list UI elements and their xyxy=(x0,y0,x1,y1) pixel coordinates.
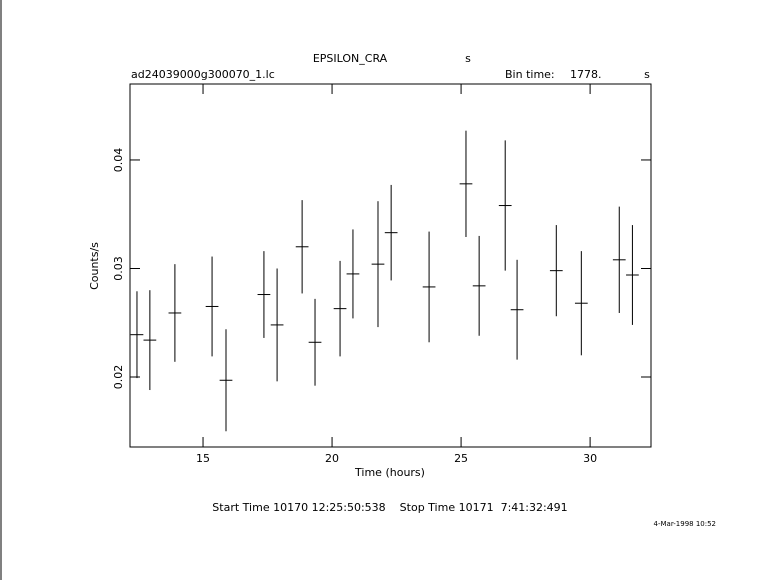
y-tick-label: 0.04 xyxy=(112,148,125,173)
x-tick-label: 20 xyxy=(325,452,339,465)
bin-time-unit: s xyxy=(644,68,650,81)
x-axis-label: Time (hours) xyxy=(354,466,425,479)
y-axis-label: Counts/s xyxy=(88,242,101,290)
bin-time-label: Bin time: xyxy=(505,68,555,81)
title-unit: s xyxy=(465,52,471,65)
x-tick-label: 15 xyxy=(196,452,210,465)
chart-title: EPSILON_CRA xyxy=(313,52,388,65)
footer: Start Time 10170 12:25:50:538 Stop Time … xyxy=(212,501,567,514)
x-tick-label: 30 xyxy=(583,452,597,465)
y-tick-label: 0.02 xyxy=(112,365,125,390)
x-tick-label: 25 xyxy=(454,452,468,465)
file-name: ad24039000g300070_1.lc xyxy=(131,68,275,81)
date-stamp: 4-Mar-1998 10:52 xyxy=(654,520,716,528)
y-tick-label: 0.03 xyxy=(112,256,125,281)
bin-time: 1778. xyxy=(570,68,602,81)
plot-frame xyxy=(129,83,652,448)
